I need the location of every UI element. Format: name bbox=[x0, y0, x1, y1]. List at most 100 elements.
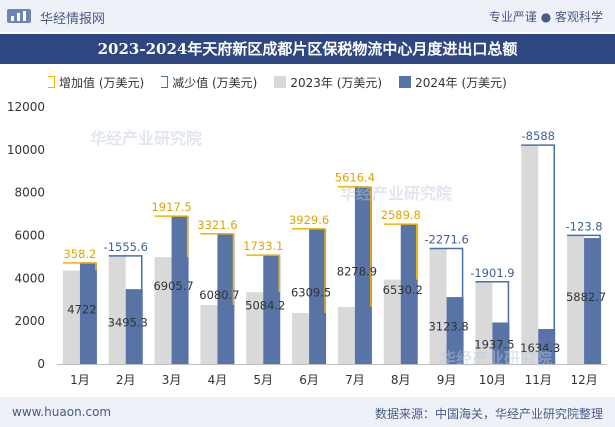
legend-item-increase: 增加值 (万美元) bbox=[48, 74, 144, 91]
x-tick-label: 4月 bbox=[208, 373, 228, 387]
value-label-2024: 4722 bbox=[67, 302, 96, 316]
bar-2023 bbox=[521, 145, 539, 364]
change-bracket bbox=[154, 215, 189, 258]
value-label-2024: 6530.2 bbox=[383, 283, 423, 297]
bar-2024 bbox=[79, 262, 97, 364]
x-tick-label: 3月 bbox=[162, 373, 182, 387]
value-label-2024: 6309.5 bbox=[291, 285, 331, 299]
footer-bar bbox=[0, 397, 615, 427]
legend-item-2024: 2024年 (万美元) bbox=[399, 74, 507, 91]
bar-2023 bbox=[62, 270, 80, 364]
y-tick-label: 0 bbox=[37, 357, 45, 371]
footer-website: www.huaon.com bbox=[12, 405, 112, 419]
brand-name: 华经情报网 bbox=[40, 12, 106, 27]
change-value-label: 3321.6 bbox=[197, 218, 237, 232]
legend-label-2024: 2024年 (万美元) bbox=[415, 75, 507, 90]
change-bracket bbox=[62, 262, 97, 271]
value-label-2024: 6080.7 bbox=[199, 288, 239, 302]
bar-2024 bbox=[217, 233, 235, 364]
value-label-2024: 6905.7 bbox=[153, 279, 193, 293]
change-bracket bbox=[383, 223, 418, 280]
top-bar bbox=[0, 0, 615, 32]
change-bracket bbox=[521, 144, 555, 329]
change-bracket bbox=[108, 255, 143, 290]
x-tick-label: 9月 bbox=[437, 373, 457, 387]
bar-chart: 0 2000 4000 6000 8000 10000 12000 358.2 4722 1月 -1… bbox=[7, 100, 607, 387]
change-bracket bbox=[292, 228, 326, 314]
y-tick-label: 6000 bbox=[14, 229, 45, 243]
legend-label-decrease: 减少值 (万美元) bbox=[172, 75, 258, 90]
swatch-2024-icon bbox=[399, 76, 412, 88]
bar-2023 bbox=[246, 292, 264, 364]
decrease-swatch-icon bbox=[161, 76, 169, 88]
brand-logo-icon bbox=[7, 9, 31, 23]
change-value-label: -8588 bbox=[522, 129, 555, 143]
y-tick-label: 4000 bbox=[14, 271, 45, 285]
change-value-label: -2271.6 bbox=[424, 232, 468, 246]
bar-2023 bbox=[475, 281, 493, 364]
change-value-label: -123.8 bbox=[566, 219, 603, 233]
change-bracket bbox=[200, 233, 235, 305]
x-tick-label: 8月 bbox=[391, 373, 411, 387]
y-tick-label: 8000 bbox=[14, 186, 45, 200]
change-value-label: 5616.4 bbox=[335, 171, 375, 185]
bar-2024 bbox=[309, 228, 327, 364]
change-bracket bbox=[337, 185, 372, 307]
bar-2024 bbox=[354, 186, 372, 364]
x-tick-label: 2月 bbox=[116, 373, 136, 387]
legend-label-increase: 增加值 (万美元) bbox=[59, 75, 145, 90]
bar-2023 bbox=[200, 304, 218, 364]
change-bracket bbox=[475, 281, 510, 323]
x-tick-label: 1月 bbox=[70, 373, 90, 387]
bar-2023 bbox=[292, 313, 310, 364]
value-label-2024: 5084.2 bbox=[245, 299, 285, 313]
bar-2024 bbox=[538, 328, 556, 364]
bar-2023 bbox=[567, 235, 585, 364]
change-value-label: 1733.1 bbox=[243, 239, 283, 253]
bar-2024 bbox=[400, 224, 418, 364]
x-tick-label: 7月 bbox=[345, 373, 365, 387]
swatch-2023-icon bbox=[274, 76, 287, 88]
legend-item-2023: 2023年 (万美元) bbox=[274, 74, 382, 91]
value-label-2024: 3495.3 bbox=[108, 316, 148, 330]
change-value-label: -1901.9 bbox=[470, 266, 514, 280]
brand-tagline: 专业严谨 ● 客观科学 bbox=[488, 10, 603, 24]
value-label-2024: 5882.7 bbox=[566, 290, 606, 304]
x-tick-label: 6月 bbox=[299, 373, 319, 387]
footer-source: 数据来源：中国海关，华经产业研究院整理 bbox=[374, 407, 603, 421]
bar-2024 bbox=[446, 297, 464, 364]
change-value-label: 358.2 bbox=[63, 247, 96, 261]
value-label-2024: 1937.5 bbox=[474, 338, 514, 352]
change-bracket bbox=[429, 247, 464, 298]
x-tick-label: 12月 bbox=[570, 373, 597, 387]
bar-2024 bbox=[125, 289, 143, 364]
bar-2024 bbox=[263, 255, 281, 364]
y-tick-label: 12000 bbox=[7, 100, 45, 114]
legend-item-decrease: 减少值 (万美元) bbox=[161, 74, 257, 91]
change-value-label: 3929.6 bbox=[289, 213, 329, 227]
bar-2023 bbox=[108, 255, 126, 364]
change-bracket bbox=[246, 254, 280, 293]
x-tick-label: 10月 bbox=[479, 373, 506, 387]
bar-2023 bbox=[383, 279, 401, 364]
title-bar bbox=[0, 34, 615, 64]
legend-label-2023: 2023年 (万美元) bbox=[290, 75, 383, 90]
increase-swatch-icon bbox=[48, 76, 55, 88]
bar-2023 bbox=[337, 306, 355, 364]
change-value-label: 2589.8 bbox=[381, 208, 421, 222]
change-value-label: -1555.6 bbox=[104, 240, 148, 254]
y-tick-label: 10000 bbox=[7, 143, 45, 157]
y-tick-label: 2000 bbox=[14, 314, 45, 328]
bar-2024 bbox=[584, 238, 602, 364]
x-tick-label: 11月 bbox=[525, 373, 552, 387]
bar-2024 bbox=[492, 322, 510, 364]
change-bracket bbox=[567, 234, 601, 239]
change-value-label: 1917.5 bbox=[151, 200, 191, 214]
bar-2023 bbox=[154, 257, 172, 364]
value-label-2024: 3123.8 bbox=[428, 320, 468, 334]
chart-title: 2023-2024年天府新区成都片区保税物流中心月度进出口总额 bbox=[97, 40, 518, 58]
value-label-2024: 8278.9 bbox=[337, 264, 377, 278]
value-label-2024: 1634.3 bbox=[520, 341, 560, 355]
bar-2023 bbox=[429, 248, 447, 364]
